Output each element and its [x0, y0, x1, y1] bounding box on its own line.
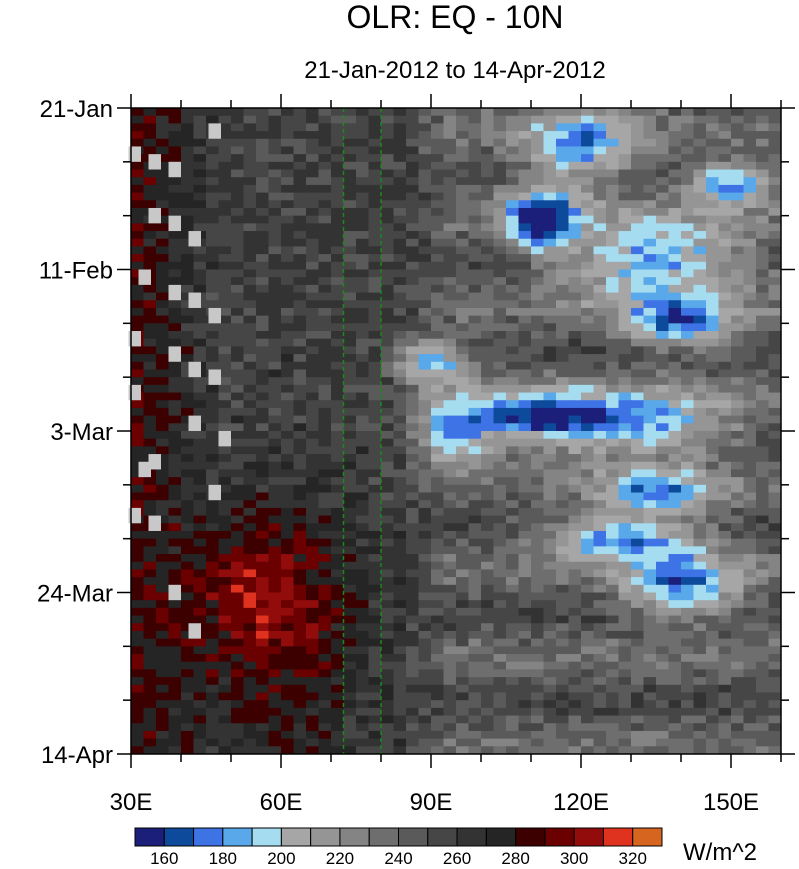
- chart-subtitle: 21-Jan-2012 to 14-Apr-2012: [304, 57, 606, 84]
- colorbar-swatch: [310, 827, 341, 847]
- x-axis: 30E 60E 90E 120E 150E: [110, 94, 782, 816]
- colorbar-label: 200: [267, 849, 295, 868]
- y-axis: 21-Jan 11-Feb 3-Mar 24-Mar 14-Apr: [37, 96, 795, 769]
- missing-cell: [208, 123, 221, 139]
- colorbar-label: 220: [326, 849, 354, 868]
- colorbar-swatch: [456, 827, 487, 847]
- missing-cell: [138, 461, 151, 478]
- colorbar-unit: W/m^2: [683, 839, 757, 866]
- missing-cell: [148, 515, 161, 531]
- missing-cell: [188, 415, 201, 431]
- colorbar-label: 240: [384, 849, 412, 868]
- y-tick-label: 14-Apr: [41, 742, 113, 769]
- y-tick-label: 21-Jan: [40, 96, 113, 123]
- missing-cell: [148, 454, 161, 470]
- colorbar-swatch: [427, 827, 458, 847]
- missing-cell: [148, 154, 161, 170]
- colorbar-swatch: [222, 827, 253, 847]
- x-tick-label: 150E: [703, 789, 759, 816]
- x-tick-label: 30E: [110, 789, 153, 816]
- missing-cell: [218, 431, 231, 447]
- x-tick-label: 60E: [260, 789, 303, 816]
- colorbar-swatch: [163, 827, 195, 847]
- colorbar-swatch: [544, 827, 575, 847]
- colorbar-swatch: [602, 827, 634, 847]
- y-tick-label: 11-Feb: [39, 258, 113, 285]
- colorbar-swatch: [485, 827, 517, 847]
- x-tick-label: 120E: [553, 789, 609, 816]
- missing-cell: [168, 284, 181, 301]
- x-tick-label: 90E: [410, 789, 453, 816]
- missing-cell: [208, 484, 221, 501]
- colorbar-swatch: [193, 827, 224, 847]
- colorbar-swatch: [251, 827, 282, 847]
- colorbar-label: 300: [560, 849, 588, 868]
- missing-cell: [188, 623, 201, 639]
- colorbar-label: 320: [619, 849, 647, 868]
- chart-title: OLR: EQ - 10N: [347, 0, 564, 35]
- colorbar-swatch: [398, 827, 429, 847]
- missing-cell: [148, 207, 161, 224]
- missing-cell: [188, 292, 201, 308]
- colorbar-swatch: [632, 827, 663, 847]
- missing-cell: [188, 361, 201, 378]
- colorbar-swatch: [515, 827, 546, 847]
- missing-cell: [168, 215, 181, 232]
- heatmap-field: [131, 108, 781, 754]
- missing-cell: [208, 307, 221, 324]
- missing-cell: [168, 584, 181, 601]
- colorbar-swatch: [339, 827, 370, 847]
- colorbar-swatch: [573, 827, 604, 847]
- colorbar-swatch: [368, 827, 400, 847]
- colorbar-label: 280: [501, 849, 529, 868]
- y-tick-label: 24-Mar: [37, 581, 113, 608]
- missing-cell: [138, 269, 151, 285]
- colorbar-label: 180: [209, 849, 237, 868]
- reference-lines: [342, 108, 382, 754]
- colorbar: 160 180 200 220 240 260 280 300 320: [134, 827, 663, 868]
- colorbar-swatch: [134, 827, 165, 847]
- colorbar-label: 260: [443, 849, 471, 868]
- y-tick-label: 3-Mar: [50, 419, 113, 446]
- missing-cell: [168, 346, 181, 362]
- missing-cell: [188, 231, 201, 247]
- missing-cell: [208, 369, 221, 385]
- colorbar-label: 160: [150, 849, 178, 868]
- colorbar-swatch: [280, 827, 312, 847]
- missing-cell: [168, 161, 181, 178]
